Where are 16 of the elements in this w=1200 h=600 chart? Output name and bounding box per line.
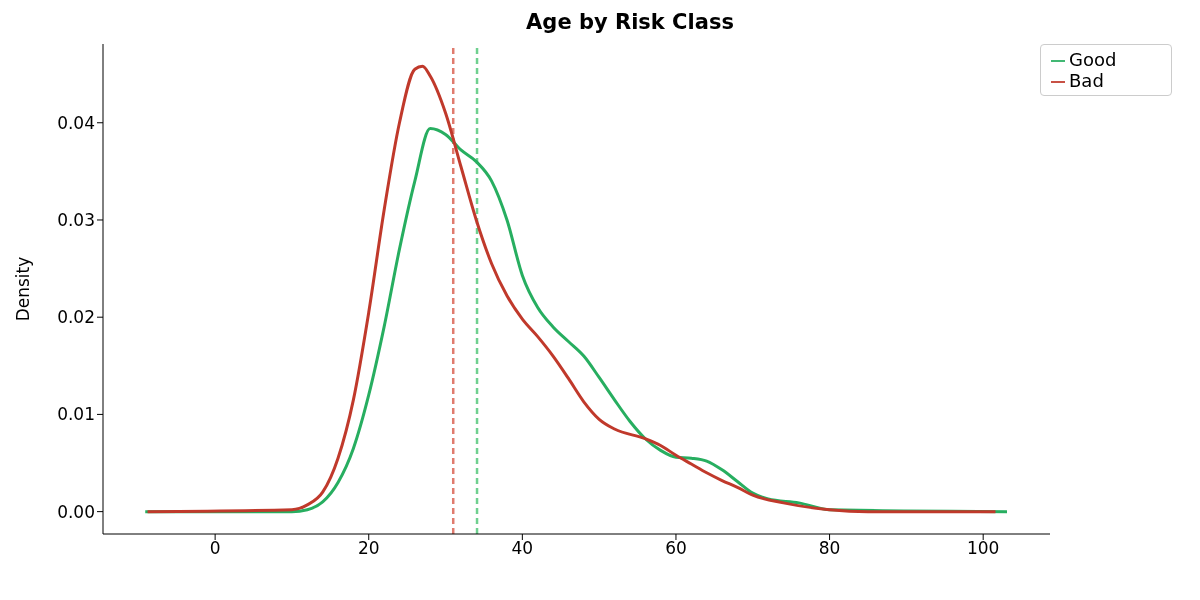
y-tick-label: 0.02	[57, 307, 95, 328]
x-tick-label: 60	[665, 538, 687, 559]
x-tick-label: 0	[209, 538, 221, 559]
x-tick-label: 20	[357, 538, 380, 559]
legend-label: Bad	[1069, 70, 1104, 91]
y-tick-label: 0.03	[57, 210, 95, 231]
y-tick-label: 0.01	[57, 404, 95, 425]
y-tick-label: 0.04	[57, 112, 95, 133]
y-tick-label: 0.00	[57, 501, 95, 522]
x-tick-label: 40	[511, 538, 534, 559]
x-tick-label: 100	[966, 538, 1000, 559]
legend-label: Good	[1069, 49, 1117, 70]
y-axis-title: Density	[13, 256, 34, 322]
chart-title: Age by Risk Class	[525, 10, 735, 34]
x-tick-label: 80	[818, 538, 841, 559]
line-series	[146, 64, 997, 514]
